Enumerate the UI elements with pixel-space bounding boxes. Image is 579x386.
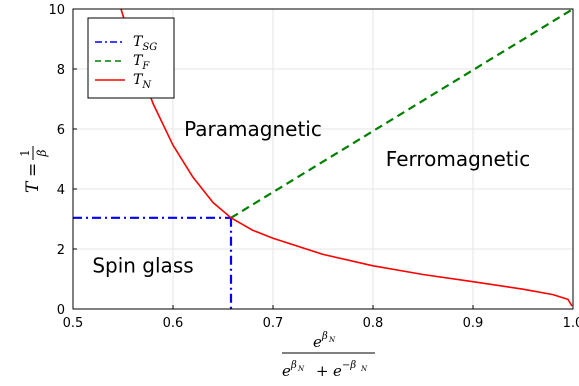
y-axis-label: T = 1 β: [18, 146, 49, 193]
legend-label-tn: TN: [133, 72, 152, 91]
legend-box: [87, 17, 175, 99]
x-label-num-base: e: [313, 333, 322, 351]
y-tick-label: 4: [57, 183, 65, 198]
y-label-den: β: [35, 149, 49, 157]
x-tick-label: 0.7: [263, 316, 284, 331]
x-label-den-a-sup: β: [290, 360, 297, 371]
y-tick-label: 10: [48, 3, 65, 18]
series-t_f-line: [230, 8, 574, 219]
x-label-num-sup: β: [321, 331, 328, 342]
legend: TSG TF TN: [87, 17, 175, 99]
plot-frame: [72, 8, 574, 310]
x-label-den-b-base: e: [333, 362, 342, 380]
region-label: Paramagnetic: [184, 117, 322, 141]
series-t_n-line: [120, 8, 573, 307]
x-tick-label: 0.6: [163, 316, 184, 331]
legend-label-tsg: TSG: [133, 34, 157, 53]
region-label: Spin glass: [92, 254, 193, 278]
x-label-den-b-sup: −β: [342, 360, 356, 371]
x-axis-label: e β N e β N + e −β N: [282, 331, 375, 380]
x-tick-label: 0.8: [363, 316, 384, 331]
y-tick-label: 8: [57, 63, 65, 78]
y-label-lhs: T: [23, 180, 43, 193]
y-tick-label: 2: [57, 243, 65, 258]
region-label: Ferromagnetic: [386, 147, 530, 171]
y-label-num: 1: [18, 149, 32, 157]
x-tick-label: 0.9: [463, 316, 484, 331]
legend-label-tf: TF: [133, 53, 150, 72]
tick-labels: 0.5 0.6 0.7 0.8 0.9 1.0 0 2 4 6 8 10: [48, 3, 579, 331]
x-label-den-a-sup-sub: N: [297, 365, 305, 373]
y-tick-label: 6: [57, 123, 65, 138]
y-tick-label: 0: [57, 303, 65, 318]
y-label-eq: =: [23, 163, 43, 177]
x-label-den-a-base: e: [282, 362, 291, 380]
x-label-num-sup-sub: N: [328, 336, 336, 344]
x-tick-label: 0.5: [63, 316, 84, 331]
series-layer: [73, 8, 574, 309]
x-label-den-b-sup-sub: N: [360, 365, 368, 373]
x-label-plus: +: [316, 362, 329, 380]
region-labels: Paramagnetic Ferromagnetic Spin glass: [92, 117, 530, 278]
x-tick-label: 1.0: [563, 316, 579, 331]
